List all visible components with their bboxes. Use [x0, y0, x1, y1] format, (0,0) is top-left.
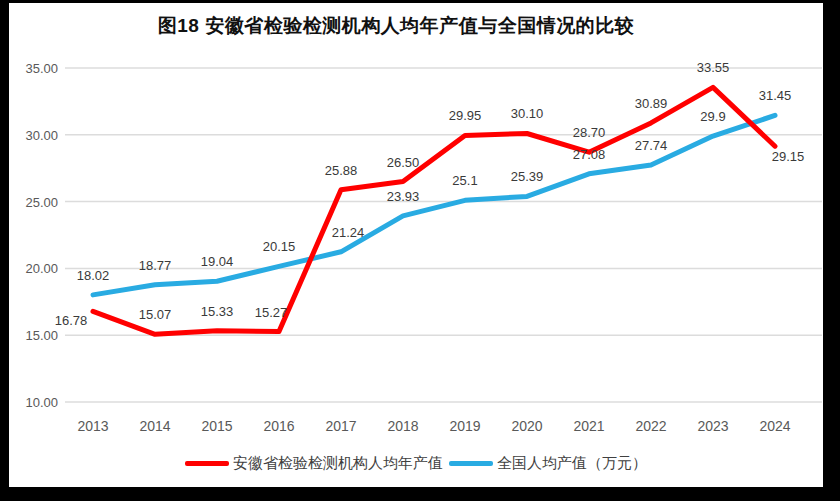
data-label: 25.88: [325, 163, 358, 178]
data-label: 28.70: [573, 125, 606, 140]
legend: 安徽省检验检测机构人均年产值 全国人均产值（万元）: [0, 452, 832, 474]
data-label: 19.04: [201, 254, 234, 269]
data-label: 23.93: [387, 189, 420, 204]
x-axis-tick-label: 2017: [325, 418, 356, 434]
data-label: 21.24: [332, 225, 365, 240]
data-label: 25.39: [511, 169, 544, 184]
data-label: 29.15: [772, 149, 805, 164]
data-label: 27.08: [573, 147, 606, 162]
y-axis-tick-label: 35.00: [25, 61, 58, 76]
data-label: 15.33: [201, 304, 234, 319]
x-axis-tick-label: 2013: [77, 418, 108, 434]
data-label: 18.02: [77, 268, 110, 283]
y-axis-tick-label: 10.00: [25, 395, 58, 410]
data-label: 29.9: [700, 109, 725, 124]
x-axis-tick-label: 2014: [139, 418, 170, 434]
data-label: 15.07: [139, 307, 172, 322]
legend-label-national: 全国人均产值（万元）: [497, 454, 647, 473]
legend-item-anhui: 安徽省检验检测机构人均年产值: [185, 454, 443, 473]
x-axis-tick-label: 2023: [697, 418, 728, 434]
x-axis-tick-label: 2024: [759, 418, 790, 434]
frame-border-bottom: [0, 487, 840, 501]
legend-label-anhui: 安徽省检验检测机构人均年产值: [233, 454, 443, 473]
data-label: 26.50: [387, 155, 420, 170]
legend-swatch-red-line: [185, 461, 229, 466]
x-axis-tick-label: 2018: [387, 418, 418, 434]
x-axis-tick-label: 2021: [573, 418, 604, 434]
data-label: 16.78: [55, 313, 88, 328]
legend-item-national: 全国人均产值（万元）: [449, 454, 647, 473]
y-axis-tick-label: 25.00: [25, 195, 58, 210]
y-axis-tick-label: 15.00: [25, 328, 58, 343]
data-label: 20.15: [263, 239, 296, 254]
data-label: 27.74: [635, 138, 668, 153]
data-label: 18.77: [139, 258, 172, 273]
frame-border-left: [0, 0, 9, 501]
data-label: 30.89: [635, 96, 668, 111]
y-axis-tick-label: 30.00: [25, 128, 58, 143]
data-label: 30.10: [511, 106, 544, 121]
plot-area: 35.00 30.00 25.00 20.00 15.00 10.00 2013 2014 20…: [0, 0, 840, 501]
data-label: 25.1: [452, 173, 477, 188]
legend-swatch-blue-line: [449, 461, 493, 466]
x-axis-tick-label: 2020: [511, 418, 542, 434]
series-line-0: [93, 87, 775, 334]
data-label: 33.55: [697, 60, 730, 75]
x-axis-tick-label: 2022: [635, 418, 666, 434]
data-label: 31.45: [759, 88, 792, 103]
x-axis-tick-label: 2015: [201, 418, 232, 434]
x-axis-tick-label: 2019: [449, 418, 480, 434]
y-axis-tick-label: 20.00: [25, 261, 58, 276]
data-label: 15.27: [255, 305, 288, 320]
x-axis-tick-label: 2016: [263, 418, 294, 434]
frame-border-right: [823, 0, 840, 501]
data-label: 29.95: [449, 108, 482, 123]
frame-border-top: [0, 0, 840, 3]
chart-container: 图18 安徽省检验检测机构人均年产值与全国情况的比较 35.0030.0025.…: [0, 0, 840, 501]
